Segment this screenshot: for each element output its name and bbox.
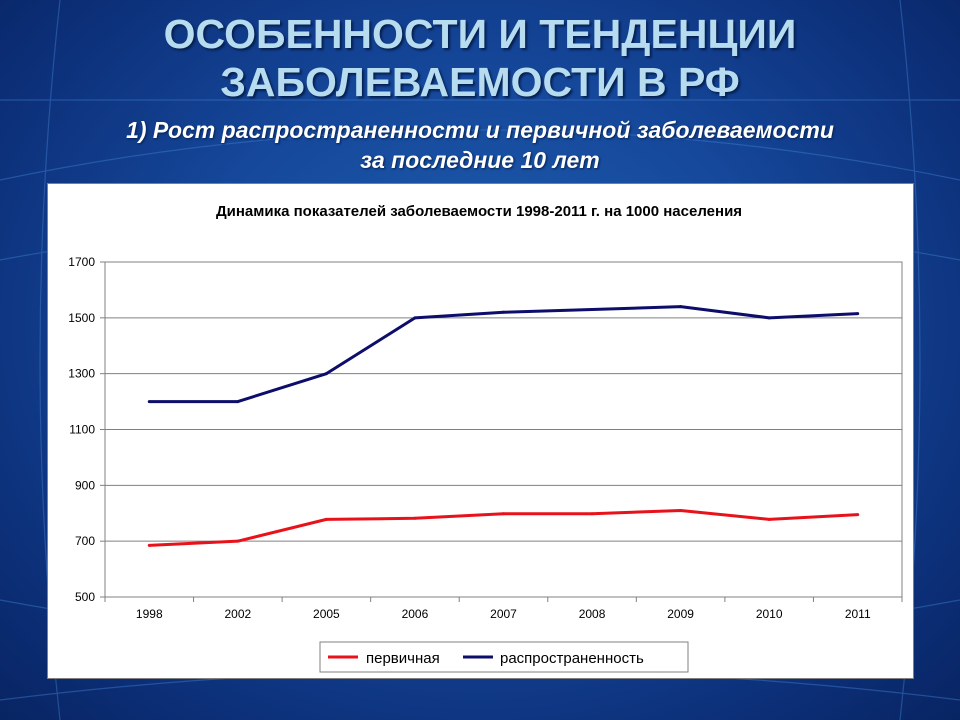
- data-point: [679, 305, 683, 309]
- line-chart: Динамика показателей заболеваемости 1998…: [68, 203, 903, 673]
- data-point: [767, 316, 771, 320]
- y-tick-label: 1500: [68, 311, 95, 325]
- chart-panel: Динамика показателей заболеваемости 1998…: [47, 183, 914, 679]
- data-point: [679, 508, 683, 512]
- y-tick-label: 1300: [68, 367, 95, 381]
- slide-title-line-2: ЗАБОЛЕВАЕМОСТИ В РФ: [220, 59, 740, 105]
- legend-box: [319, 641, 689, 673]
- legend-label: первичная: [366, 650, 440, 667]
- y-tick-label: 900: [75, 478, 95, 492]
- data-point: [236, 539, 240, 543]
- x-tick-label: 2011: [845, 607, 871, 621]
- data-point: [147, 543, 151, 547]
- data-point: [413, 516, 417, 520]
- x-tick-label: 2010: [756, 607, 783, 621]
- data-point: [413, 316, 417, 320]
- legend-label: распространенность: [500, 650, 644, 667]
- x-tick-label: 2008: [579, 607, 606, 621]
- y-tick-label: 1700: [68, 255, 95, 269]
- y-tick-label: 500: [75, 590, 95, 604]
- x-tick-label: 2009: [667, 607, 694, 621]
- x-tick-label: 2006: [402, 607, 429, 621]
- data-point: [767, 517, 771, 521]
- data-point: [236, 400, 240, 404]
- slide-title-line-1: ОСОБЕННОСТИ И ТЕНДЕНЦИИ: [163, 11, 797, 57]
- data-point: [590, 307, 594, 311]
- data-point: [502, 512, 505, 516]
- data-point: [324, 517, 328, 521]
- data-point: [856, 513, 860, 517]
- slide-subtitle-line-2: за последние 10 лет: [360, 147, 600, 173]
- slide-subtitle-line-1: 1) Рост распространенности и первичной з…: [126, 117, 834, 143]
- data-point: [590, 512, 594, 516]
- chart-title: Динамика показателей заболеваемости 1998…: [216, 203, 742, 220]
- x-tick-label: 2007: [490, 607, 517, 621]
- x-tick-label: 1998: [136, 607, 163, 621]
- x-tick-label: 2002: [224, 607, 251, 621]
- slide-subtitle: 1) Рост распространенности и первичной з…: [0, 115, 960, 175]
- slide-title: ОСОБЕННОСТИ И ТЕНДЕНЦИИ ЗАБОЛЕВАЕМОСТИ В…: [0, 10, 960, 106]
- x-tick-label: 2005: [313, 607, 340, 621]
- data-point: [856, 312, 860, 316]
- y-tick-label: 1100: [69, 423, 95, 437]
- data-point: [502, 310, 505, 314]
- y-tick-label: 700: [75, 534, 95, 548]
- data-point: [324, 372, 328, 376]
- data-point: [147, 400, 151, 404]
